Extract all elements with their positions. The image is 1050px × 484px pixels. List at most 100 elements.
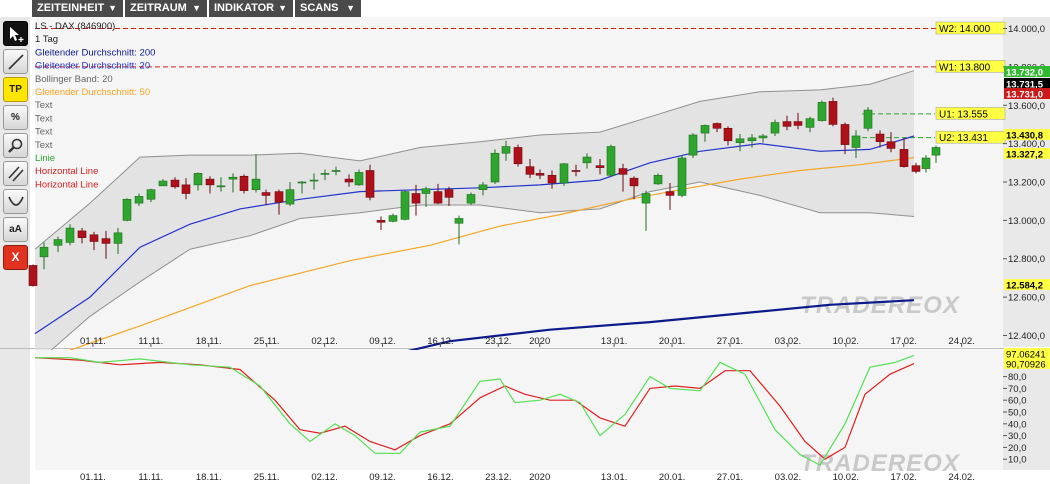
stochastic-tag-label: 90,70926 (1006, 360, 1046, 371)
tool-label: X (11, 250, 20, 264)
price-tick-label: 12.800,0 (1008, 254, 1045, 265)
candle (261, 192, 271, 196)
candle (354, 172, 364, 186)
text-size-icon[interactable]: aA (3, 217, 28, 242)
stochastic-tag-box (1004, 358, 1050, 369)
x-tick-label: 17.02. (891, 336, 917, 347)
candle (793, 121, 803, 126)
candle (931, 147, 941, 156)
menu-label: SCANS (300, 2, 339, 14)
candle (641, 193, 651, 204)
chevron-down-icon: ▼ (278, 3, 287, 13)
x-tick-label: 09.12. (369, 472, 395, 483)
horizontal-line-label: U1: 13.555 (939, 109, 988, 120)
legend-entry: Gleitender Durchschnitt: 50 (35, 87, 150, 98)
menu-indikator[interactable]: INDIKATOR ▼ (209, 0, 293, 17)
x-tick-label: 25.11. (254, 472, 280, 483)
price-tick-label: 13.200,0 (1008, 178, 1045, 189)
candle (365, 170, 375, 198)
arc-icon[interactable] (3, 189, 28, 214)
stochastic-tick-label: 20,0 (1008, 443, 1027, 454)
menu-label: INDIKATOR (214, 2, 275, 14)
delete-icon[interactable]: X (3, 245, 28, 270)
candle (134, 196, 144, 204)
x-tick-label: 01.11. (80, 472, 106, 483)
legend-entry: LS - DAX (846900) (35, 21, 115, 32)
candle (400, 191, 410, 220)
x-tick-label: 27.01. (717, 336, 743, 347)
stochastic-tick-label: 70,0 (1008, 384, 1027, 395)
select-pointer-icon[interactable] (3, 21, 28, 46)
x-tick-label: 20.01. (659, 472, 685, 483)
candle (65, 227, 75, 243)
candle (77, 230, 87, 238)
legend-entry: Bollinger Band: 20 (35, 74, 113, 85)
candle (712, 123, 722, 129)
x-tick-label: 23.12. (485, 336, 511, 347)
candle (851, 135, 861, 148)
x-tick-label: 09.12. (369, 336, 395, 347)
candle (193, 173, 203, 186)
tp-tool-button[interactable]: TP (3, 77, 28, 102)
price-tick-label: 13.400,0 (1008, 139, 1045, 150)
arc-icon (8, 196, 24, 206)
candle (747, 137, 757, 142)
x-tick-label: 25.11. (254, 336, 280, 347)
candle (875, 133, 885, 143)
zoom-icon[interactable] (3, 133, 28, 158)
price-tag-label: 13.430,8 (1006, 131, 1043, 142)
candle (828, 101, 838, 125)
candle (490, 152, 500, 183)
menu-scans[interactable]: SCANS ▼ (295, 0, 361, 17)
candle (89, 234, 99, 242)
candle (274, 191, 284, 203)
percent-icon[interactable]: % (3, 105, 28, 130)
x-tick-label: 02.12. (311, 336, 337, 347)
price-tag-box (1004, 78, 1050, 89)
legend-entry: Horizontal Line (35, 166, 98, 177)
candle (571, 170, 581, 172)
price-tick-label: 13.600,0 (1008, 101, 1045, 112)
stochastic-tick-label: 50,0 (1008, 408, 1027, 419)
chevron-down-icon: ▼ (346, 3, 355, 13)
stochastic-tag-box (1004, 348, 1050, 359)
candle (122, 198, 132, 221)
candle (595, 165, 605, 168)
x-tick-label: 02.12. (311, 472, 337, 483)
candle (297, 181, 307, 184)
candle (513, 147, 523, 165)
x-tick-label: 2020 (529, 336, 550, 347)
legend-entry: Text (35, 127, 53, 138)
trendline-icon[interactable] (3, 49, 28, 74)
candle (886, 141, 896, 149)
legend-entry: Linie (35, 153, 55, 164)
candle (228, 176, 238, 180)
price-tag-box (1004, 129, 1050, 140)
menu-zeitraum[interactable]: ZEITRAUM ▼ (125, 0, 207, 17)
candle (911, 165, 921, 172)
stochastic-panel: TRADEREOX 01.11. 11.11. 18.11. 25.11. 02.12. 0… (34, 348, 1050, 483)
price-tag-label: 13.731,5 (1006, 80, 1044, 91)
price-tag-label: 12.584,2 (1006, 281, 1043, 292)
candle (817, 102, 827, 121)
watermark-text: TRADEREOX (800, 450, 961, 477)
bollinger-upper-line (34, 70, 915, 250)
x-tick-label: 27.01. (717, 472, 743, 483)
candle (735, 138, 745, 143)
candle (331, 170, 341, 172)
top-menu-bar: ZEITEINHEIT ▼ ZEITRAUM ▼ INDIKATOR ▼ SCANS ▼ (0, 0, 1050, 17)
candle (113, 232, 123, 244)
candle (421, 188, 431, 194)
menu-zeiteinheit[interactable]: ZEITEINHEIT ▼ (32, 0, 123, 17)
zoom-icon (8, 138, 23, 153)
candle (101, 238, 111, 244)
candle (28, 265, 38, 286)
candle (320, 173, 330, 175)
parallel-lines-icon[interactable] (3, 161, 28, 186)
x-tick-label: 18.11. (196, 472, 222, 483)
candle (840, 124, 850, 145)
chevron-down-icon: ▼ (108, 3, 117, 13)
menu-label: ZEITRAUM (130, 2, 187, 14)
x-tick-label: 13.01. (601, 336, 627, 347)
